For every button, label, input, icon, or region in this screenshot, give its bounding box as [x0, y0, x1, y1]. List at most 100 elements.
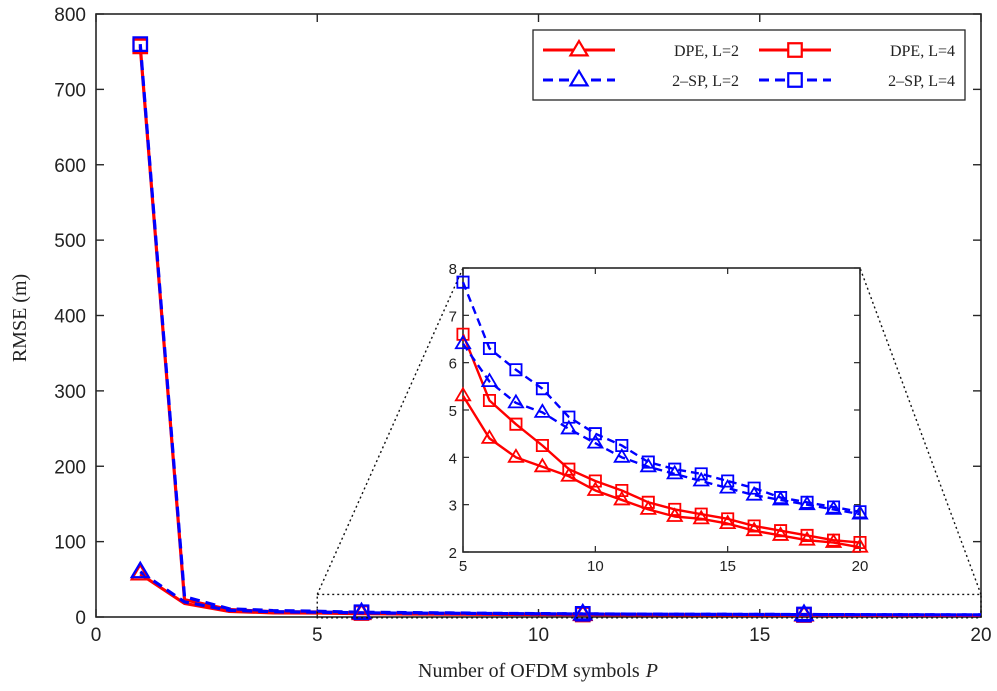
zoom-guide-right: [859, 267, 982, 595]
inset-data-point: [507, 393, 525, 409]
y-tick-label: 0: [75, 608, 86, 629]
legend-label: DPE, L=4: [890, 43, 955, 60]
inset-data-point: [509, 417, 523, 431]
zoom-guide-lines: [316, 267, 982, 595]
inset-data-point: [480, 429, 499, 444]
inset-series-line-1: [461, 395, 861, 549]
inset-data-point: [721, 512, 735, 526]
inset-data-point: [747, 481, 761, 495]
inset-data-point: [774, 524, 788, 538]
inset-data-point: [771, 490, 790, 506]
inset-data-point: [507, 448, 525, 463]
inset-data-point: [562, 462, 576, 476]
inset-data-point: [482, 394, 496, 408]
legend-marker: [568, 68, 590, 87]
y-tick-label: 700: [54, 80, 86, 101]
inset-x-tick-label: 20: [852, 558, 869, 575]
main-data-point: [129, 562, 151, 581]
x-axis-title-text: Number of OFDM symbols: [418, 660, 640, 682]
y-tick-label: 600: [54, 156, 86, 177]
inset-data-point: [533, 403, 552, 418]
inset-y-tick-label: 6: [449, 356, 457, 373]
main-series-line-4: [138, 44, 982, 617]
inset-data-point: [454, 334, 472, 350]
legend-marker: [568, 38, 590, 57]
inset-data-point: [588, 474, 602, 488]
legend-label: DPE, L=2: [674, 43, 739, 60]
main-data-point: [129, 560, 151, 579]
inset-y-tick-label: 7: [449, 308, 457, 325]
inset-data-point: [771, 526, 790, 541]
inset-data-point: [827, 500, 841, 514]
main-data-point: [793, 603, 815, 622]
inset-data-point: [482, 341, 496, 355]
inset-data-point: [613, 490, 631, 506]
inset-x-tick-label: 15: [719, 558, 736, 575]
main-data-point: [572, 602, 594, 621]
inset-data-point: [800, 495, 814, 509]
y-tick-label: 500: [54, 231, 86, 252]
y-tick-label: 400: [54, 307, 86, 328]
inset-data-point: [668, 502, 682, 516]
zoom-region-box: [316, 593, 982, 619]
legend-label: 2–SP, L=2: [672, 73, 739, 90]
inset-y-tick-label: 4: [449, 450, 457, 467]
inset-data-point: [586, 481, 605, 496]
inset-data-point: [641, 455, 655, 469]
inset-data-point: [827, 533, 841, 547]
inset-data-point: [456, 327, 470, 341]
inset-data-point: [692, 509, 710, 525]
inset-x-tick-label: 5: [459, 558, 467, 575]
inset-data-point: [454, 386, 472, 402]
inset-series-line-2: [461, 333, 861, 544]
inset-data-point: [747, 519, 761, 533]
inset-data-point: [588, 427, 602, 441]
inset-y-tick-label: 2: [449, 545, 457, 562]
inset-data-point: [666, 464, 684, 480]
main-data-point: [574, 605, 591, 622]
inset-data-point: [615, 438, 629, 453]
x-tick-label: 15: [749, 625, 770, 646]
inset-y-tick-label: 8: [449, 261, 457, 278]
inset-data-point: [798, 495, 816, 511]
legend-marker: [787, 72, 803, 88]
inset-data-point: [535, 382, 549, 396]
inset-data-point: [718, 514, 737, 529]
inset-data-point: [694, 507, 708, 521]
y-tick-label: 200: [54, 457, 86, 478]
inset-plot-area: 5 10 15 20 2 3 4 5 6 7 8: [449, 261, 869, 575]
inset-data-point: [824, 500, 843, 515]
x-axis-title: Number of OFDM symbols P: [418, 660, 658, 682]
main-series-line-3: [139, 570, 982, 617]
inset-data-point: [586, 433, 605, 449]
x-tick-label: 10: [528, 625, 549, 646]
inset-data-point: [560, 419, 578, 435]
main-data-point: [796, 606, 812, 623]
legend-marker: [787, 42, 803, 58]
main-data-point: [132, 36, 149, 52]
y-tick-label: 100: [54, 533, 86, 554]
inset-data-point: [800, 528, 814, 542]
inset-data-point: [851, 504, 869, 520]
y-axis-title: RMSE (m): [9, 274, 31, 362]
inset-data-point: [509, 363, 523, 377]
inset-data-point: [668, 462, 682, 476]
inset-data-point: [853, 505, 867, 519]
y-tick-label: 300: [54, 382, 86, 403]
x-axis-title-variable: P: [645, 660, 658, 682]
inset-data-point: [613, 448, 631, 463]
inset-data-point: [745, 521, 763, 537]
inset-series-line-4: [461, 281, 861, 513]
inset-data-point: [533, 457, 552, 473]
y-tick-label: 800: [54, 5, 86, 26]
legend-box: [532, 29, 966, 101]
inset-data-point: [639, 457, 657, 473]
inset-data-point: [562, 410, 576, 424]
inset-data-point: [615, 483, 629, 497]
legend: DPE, L=2 DPE, L=4 2–SP, L=2 2–SP, L=4: [532, 29, 966, 101]
inset-data-point: [824, 533, 843, 548]
inset-data-point: [480, 372, 499, 387]
main-data-point: [353, 604, 370, 621]
inset-y-tick-label: 3: [449, 498, 457, 515]
inset-data-point: [721, 474, 735, 488]
